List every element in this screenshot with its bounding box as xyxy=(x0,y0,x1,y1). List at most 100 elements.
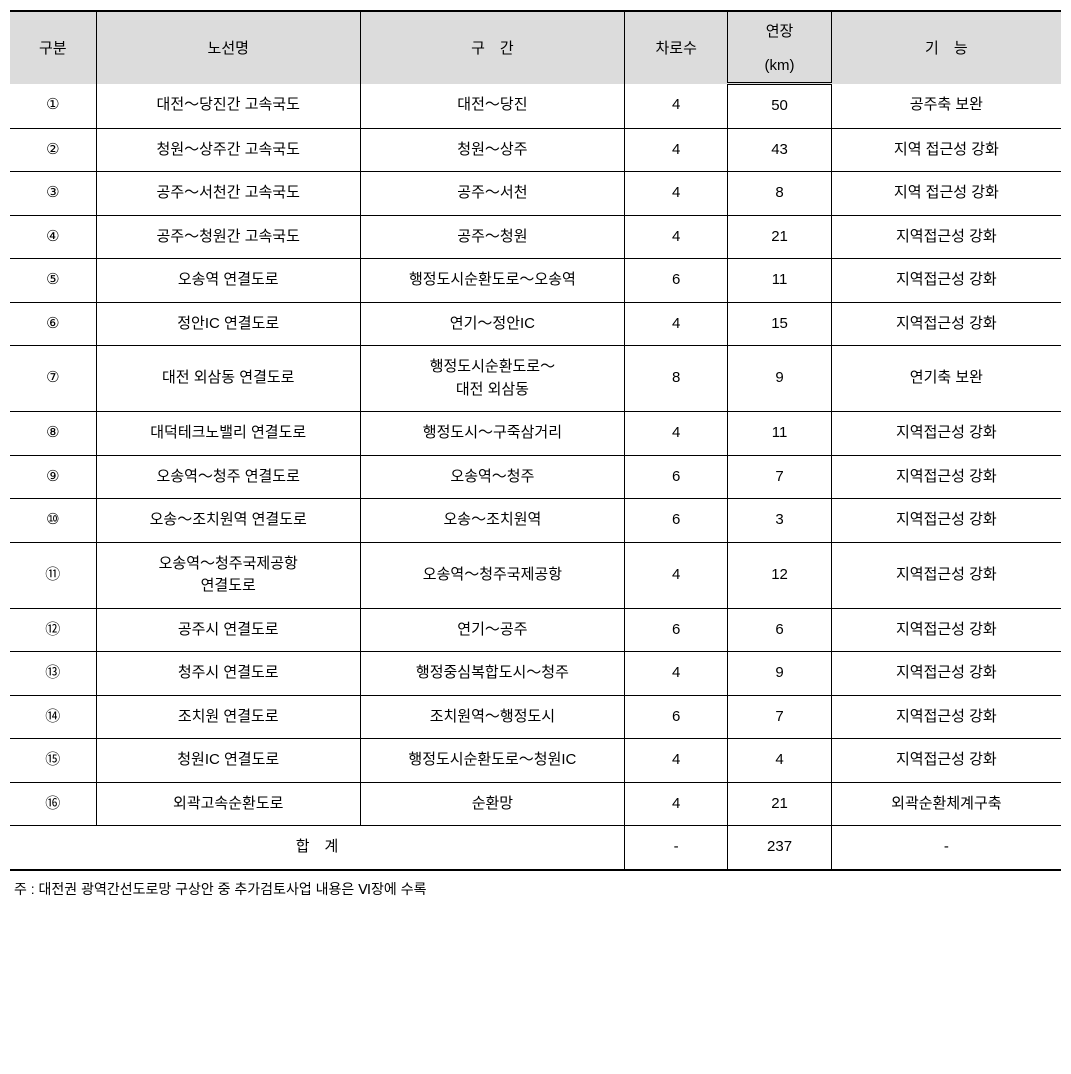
cell-function: 연기축 보완 xyxy=(831,346,1061,412)
cell-route: 오송역～청주 연결도로 xyxy=(96,455,360,499)
cell-route: 대전 외삼동 연결도로 xyxy=(96,346,360,412)
cell-section: 연기～정안IC xyxy=(360,302,624,346)
cell-lanes: 4 xyxy=(625,652,728,696)
cell-section: 청원～상주 xyxy=(360,128,624,172)
header-num: 구분 xyxy=(10,11,96,84)
table-row: ⑥정안IC 연결도로연기～정안IC415지역접근성 강화 xyxy=(10,302,1061,346)
cell-lanes: 4 xyxy=(625,542,728,608)
cell-length: 21 xyxy=(728,782,831,826)
cell-section: 대전～당진 xyxy=(360,84,624,129)
table-row: ⑧대덕테크노밸리 연결도로행정도시～구죽삼거리411지역접근성 강화 xyxy=(10,412,1061,456)
footnote: 주 : 대전권 광역간선도로망 구상안 중 추가검토사업 내용은 Ⅵ장에 수록 xyxy=(10,879,1061,899)
cell-length: 11 xyxy=(728,412,831,456)
cell-length: 11 xyxy=(728,259,831,303)
cell-num: ⑮ xyxy=(10,739,96,783)
cell-num: ⑩ xyxy=(10,499,96,543)
cell-function: 지역접근성 강화 xyxy=(831,542,1061,608)
cell-section: 행정도시～구죽삼거리 xyxy=(360,412,624,456)
cell-function: 지역 접근성 강화 xyxy=(831,172,1061,216)
header-section: 구 간 xyxy=(360,11,624,84)
cell-num: ⑧ xyxy=(10,412,96,456)
cell-route: 정안IC 연결도로 xyxy=(96,302,360,346)
cell-length: 15 xyxy=(728,302,831,346)
cell-lanes: 4 xyxy=(625,302,728,346)
table-row: ④공주～청원간 고속국도공주～청원421지역접근성 강화 xyxy=(10,215,1061,259)
table-row: ⑦대전 외삼동 연결도로행정도시순환도로～대전 외삼동89연기축 보완 xyxy=(10,346,1061,412)
cell-section: 행정도시순환도로～대전 외삼동 xyxy=(360,346,624,412)
cell-route: 오송역～청주국제공항연결도로 xyxy=(96,542,360,608)
cell-function: 지역접근성 강화 xyxy=(831,412,1061,456)
cell-function: 지역접근성 강화 xyxy=(831,302,1061,346)
table-body: ①대전～당진간 고속국도대전～당진450공주축 보완②청원～상주간 고속국도청원… xyxy=(10,84,1061,870)
cell-num: ⑨ xyxy=(10,455,96,499)
cell-lanes: 4 xyxy=(625,412,728,456)
cell-function: 지역접근성 강화 xyxy=(831,455,1061,499)
total-function: - xyxy=(831,826,1061,870)
total-length: 237 xyxy=(728,826,831,870)
cell-section: 공주～청원 xyxy=(360,215,624,259)
table-row: ⑯외곽고속순환도로순환망421외곽순환체계구축 xyxy=(10,782,1061,826)
table-row: ⑪오송역～청주국제공항연결도로오송역～청주국제공항412지역접근성 강화 xyxy=(10,542,1061,608)
cell-length: 7 xyxy=(728,695,831,739)
cell-length: 6 xyxy=(728,608,831,652)
cell-num: ⑭ xyxy=(10,695,96,739)
cell-lanes: 4 xyxy=(625,128,728,172)
cell-length: 8 xyxy=(728,172,831,216)
cell-route: 청원IC 연결도로 xyxy=(96,739,360,783)
cell-function: 공주축 보완 xyxy=(831,84,1061,129)
cell-lanes: 6 xyxy=(625,695,728,739)
cell-section: 행정도시순환도로～오송역 xyxy=(360,259,624,303)
table-row: ⑬청주시 연결도로행정중심복합도시～청주49지역접근성 강화 xyxy=(10,652,1061,696)
total-lanes: - xyxy=(625,826,728,870)
cell-lanes: 4 xyxy=(625,84,728,129)
cell-num: ③ xyxy=(10,172,96,216)
cell-route: 청원～상주간 고속국도 xyxy=(96,128,360,172)
cell-function: 지역접근성 강화 xyxy=(831,695,1061,739)
cell-route: 오송역 연결도로 xyxy=(96,259,360,303)
table-row: ⑭조치원 연결도로조치원역～행정도시67지역접근성 강화 xyxy=(10,695,1061,739)
cell-num: ⑪ xyxy=(10,542,96,608)
cell-length: 43 xyxy=(728,128,831,172)
cell-route: 외곽고속순환도로 xyxy=(96,782,360,826)
cell-num: ⑬ xyxy=(10,652,96,696)
cell-num: ⑤ xyxy=(10,259,96,303)
cell-length: 9 xyxy=(728,346,831,412)
table-row: ⑤오송역 연결도로행정도시순환도로～오송역611지역접근성 강화 xyxy=(10,259,1061,303)
cell-route: 오송～조치원역 연결도로 xyxy=(96,499,360,543)
cell-section: 행정중심복합도시～청주 xyxy=(360,652,624,696)
header-function: 기 능 xyxy=(831,11,1061,84)
table-total-row: 합 계-237- xyxy=(10,826,1061,870)
cell-section: 연기～공주 xyxy=(360,608,624,652)
cell-section: 순환망 xyxy=(360,782,624,826)
table-row: ⑫공주시 연결도로연기～공주66지역접근성 강화 xyxy=(10,608,1061,652)
cell-num: ⑯ xyxy=(10,782,96,826)
cell-length: 3 xyxy=(728,499,831,543)
cell-route: 공주～서천간 고속국도 xyxy=(96,172,360,216)
table-row: ①대전～당진간 고속국도대전～당진450공주축 보완 xyxy=(10,84,1061,129)
cell-function: 지역접근성 강화 xyxy=(831,652,1061,696)
cell-lanes: 4 xyxy=(625,782,728,826)
cell-num: ① xyxy=(10,84,96,129)
cell-lanes: 6 xyxy=(625,608,728,652)
cell-section: 공주～서천 xyxy=(360,172,624,216)
cell-function: 지역접근성 강화 xyxy=(831,259,1061,303)
cell-num: ④ xyxy=(10,215,96,259)
cell-length: 21 xyxy=(728,215,831,259)
cell-length: 9 xyxy=(728,652,831,696)
cell-function: 지역접근성 강화 xyxy=(831,608,1061,652)
cell-function: 지역접근성 강화 xyxy=(831,215,1061,259)
table-row: ⑨오송역～청주 연결도로오송역～청주67지역접근성 강화 xyxy=(10,455,1061,499)
table-header: 구분 노선명 구 간 차로수 연장 기 능 (km) xyxy=(10,11,1061,84)
cell-length: 4 xyxy=(728,739,831,783)
cell-route: 청주시 연결도로 xyxy=(96,652,360,696)
header-length-top: 연장 xyxy=(728,11,831,49)
cell-lanes: 4 xyxy=(625,739,728,783)
cell-lanes: 6 xyxy=(625,499,728,543)
cell-lanes: 4 xyxy=(625,172,728,216)
cell-function: 지역접근성 강화 xyxy=(831,499,1061,543)
cell-route: 공주시 연결도로 xyxy=(96,608,360,652)
header-length-bottom: (km) xyxy=(728,49,831,84)
cell-lanes: 6 xyxy=(625,455,728,499)
table-row: ⑮청원IC 연결도로행정도시순환도로～청원IC44지역접근성 강화 xyxy=(10,739,1061,783)
cell-function: 지역접근성 강화 xyxy=(831,739,1061,783)
